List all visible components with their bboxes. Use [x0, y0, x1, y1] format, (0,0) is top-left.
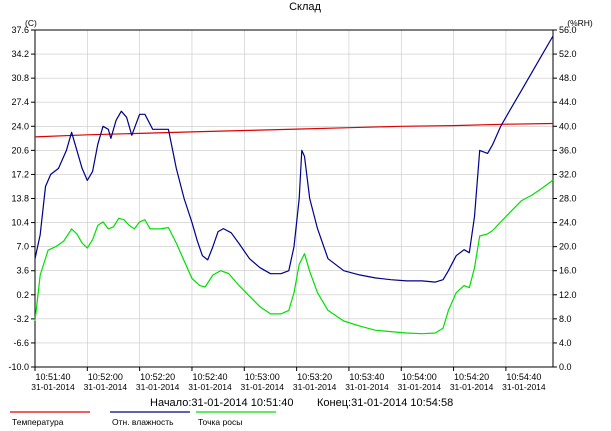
y-left-tick-label: 17.2 — [11, 169, 29, 179]
x-ticks: 10:51:4031-01-201410:52:0031-01-201410:5… — [31, 367, 546, 392]
y-right-axis-label: (%RH) — [567, 18, 593, 28]
y-left-axis-label: (C) — [25, 18, 37, 28]
y-left-ticks: 37.6 34.2 30.8 27.4 24.0 20.6 17.2 13.8 10.4 7.0 3… — [8, 25, 35, 372]
series-line-0 — [34, 122, 554, 138]
x-tick-time: 10:52:40 — [192, 372, 227, 382]
x-tick-date: 31-01-2014 — [293, 382, 337, 392]
y-left-tick-label: 20.6 — [11, 145, 29, 155]
y-left-tick-label: -3.2 — [13, 314, 29, 324]
y-right-tick-label: 56.0 — [559, 25, 577, 35]
x-tick-date: 31-01-2014 — [188, 382, 232, 392]
y-right-tick-label: 16.0 — [559, 266, 577, 276]
gridlines — [34, 29, 553, 368]
y-left-tick-label: 37.6 — [11, 25, 29, 35]
y-left-tick-label: 7.0 — [16, 242, 29, 252]
y-right-tick-label: 24.0 — [559, 218, 577, 228]
x-tick-time: 10:51:40 — [35, 372, 70, 382]
end-value: 31-01-2014 10:54:58 — [351, 397, 453, 409]
y-left-tick-label: 24.0 — [11, 121, 29, 131]
svg-text:Конец:31-01-2014 10:54:58: Конец:31-01-2014 10:54:58 — [317, 397, 453, 409]
x-tick-date: 31-01-2014 — [450, 382, 494, 392]
x-tick-time: 10:52:00 — [88, 372, 123, 382]
y-right-tick-label: 0.0 — [559, 362, 572, 372]
end-label: Конец: — [317, 397, 351, 409]
x-tick-date: 31-01-2014 — [84, 382, 128, 392]
y-right-tick-label: 4.0 — [559, 338, 572, 348]
x-tick-time: 10:53:40 — [349, 372, 384, 382]
y-left-tick-label: 13.8 — [11, 194, 29, 204]
x-tick-time: 10:54:00 — [402, 372, 437, 382]
x-tick-time: 10:54:40 — [506, 372, 541, 382]
y-left-tick-label: -10.0 — [8, 362, 29, 372]
y-right-tick-label: 52.0 — [559, 49, 577, 59]
y-left-tick-label: 10.4 — [11, 218, 29, 228]
y-right-tick-label: 40.0 — [559, 121, 577, 131]
legend-label: Температура — [12, 417, 64, 427]
x-tick-date: 31-01-2014 — [345, 382, 389, 392]
x-tick-date: 31-01-2014 — [398, 382, 442, 392]
series-lines — [34, 35, 554, 335]
y-right-tick-label: 36.0 — [559, 145, 577, 155]
y-left-tick-label: 30.8 — [11, 73, 29, 83]
y-left-tick-label: -6.6 — [13, 338, 29, 348]
legend-label: Точка росы — [198, 417, 242, 427]
y-left-tick-label: 3.6 — [16, 266, 29, 276]
start-label: Начало: — [150, 397, 191, 409]
y-right-tick-label: 48.0 — [559, 73, 577, 83]
legend: Температура Отн. влажность Точка росы — [10, 411, 276, 427]
x-tick-date: 31-01-2014 — [241, 382, 285, 392]
svg-text:Начало:31-01-2014 10:51:40: Начало:31-01-2014 10:51:40 — [150, 397, 294, 409]
y-right-tick-label: 28.0 — [559, 194, 577, 204]
x-tick-date: 31-01-2014 — [136, 382, 180, 392]
y-right-tick-label: 44.0 — [559, 97, 577, 107]
x-tick-time: 10:53:20 — [297, 372, 332, 382]
y-right-tick-label: 8.0 — [559, 314, 572, 324]
y-right-tick-label: 12.0 — [559, 290, 577, 300]
y-left-tick-label: 27.4 — [11, 97, 29, 107]
y-right-ticks: 56.0 52.0 48.0 44.0 40.0 36.0 32.0 28.0 24.0 20.0… — [553, 25, 577, 372]
series-line-2 — [34, 179, 554, 335]
y-right-tick-label: 32.0 — [559, 169, 577, 179]
x-tick-time: 10:52:20 — [140, 372, 175, 382]
series-line-1 — [34, 35, 554, 283]
chart-title: Склад — [289, 1, 321, 13]
x-tick-time: 10:53:00 — [245, 372, 280, 382]
x-tick-date: 31-01-2014 — [31, 382, 75, 392]
x-tick-date: 31-01-2014 — [502, 382, 546, 392]
start-value: 31-01-2014 10:51:40 — [191, 397, 293, 409]
x-tick-time: 10:54:20 — [454, 372, 489, 382]
legend-label: Отн. влажность — [112, 417, 174, 427]
y-left-tick-label: 0.2 — [16, 290, 29, 300]
time-range: Начало:31-01-2014 10:51:40 Конец:31-01-2… — [150, 397, 453, 409]
y-right-tick-label: 20.0 — [559, 242, 577, 252]
y-left-tick-label: 34.2 — [11, 49, 29, 59]
